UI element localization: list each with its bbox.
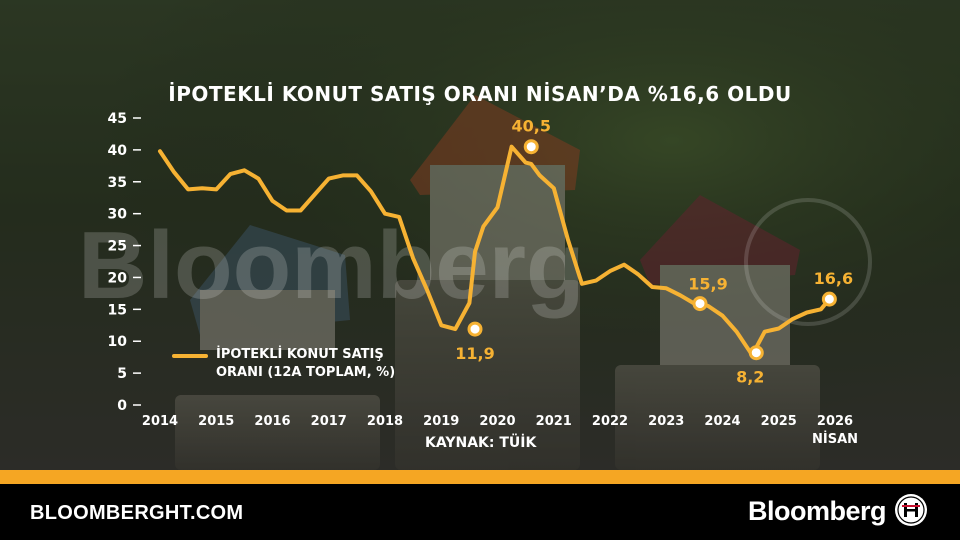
x-tick-label: 2021 — [536, 414, 572, 429]
chart-title: İPOTEKLİ KONUT SATIŞ ORANI NİSAN’DA %16,… — [168, 82, 792, 106]
footer-brand-logo: Bloomberg — [748, 496, 887, 526]
y-tick-label: 10 — [108, 334, 128, 350]
x-tick-label: 2024 — [704, 414, 740, 429]
x-tick-label: 2018 — [367, 414, 403, 429]
data-label: 11,9 — [455, 344, 494, 363]
y-tick-label: 15 — [108, 302, 127, 318]
source-note: KAYNAK: TÜİK — [425, 435, 537, 451]
y-axis: 0 5 10 15 20 25 30 35 40 45 — [108, 111, 141, 414]
data-label: 40,5 — [512, 117, 551, 136]
x-tick-label: 2014 — [142, 414, 178, 429]
data-point-marker — [692, 296, 708, 312]
x-tick-sublabel: NİSAN — [812, 431, 858, 447]
bloomberg-watermark: Bloomberg — [78, 212, 585, 319]
data-point-marker — [821, 291, 837, 307]
x-tick-label: 2016 — [254, 414, 290, 429]
x-tick-label: 2015 — [198, 414, 234, 429]
accent-band — [0, 470, 960, 484]
x-tick-label: 2022 — [592, 414, 628, 429]
x-tick-label: 2019 — [423, 414, 459, 429]
x-tick-label: 2020 — [479, 414, 515, 429]
y-tick-label: 30 — [108, 207, 128, 223]
y-tick-label: 0 — [117, 398, 127, 414]
x-tick-label: 2023 — [648, 414, 684, 429]
series-line — [158, 144, 832, 355]
data-point-marker — [467, 321, 483, 337]
x-tick-label: 2025 — [761, 414, 797, 429]
annotation-group: 11,9 40,5 15,9 8,2 16,6 — [455, 117, 853, 387]
footer-bar — [0, 484, 960, 540]
legend-label: İPOTEKLİ KONUT SATIŞ ORANI (12A TOPLAM, … — [216, 347, 396, 380]
y-tick-label: 40 — [108, 143, 128, 159]
data-label: 16,6 — [814, 269, 853, 288]
series-group — [158, 144, 832, 355]
y-tick-label: 25 — [108, 239, 127, 255]
data-point-marker — [748, 345, 764, 361]
data-point-marker — [523, 139, 539, 155]
y-tick-label: 20 — [108, 270, 128, 286]
watermark-emblem-icon — [744, 198, 872, 326]
y-tick-label: 35 — [108, 175, 127, 191]
x-axis: 2014 2015 2016 2017 2018 2019 2020 2021 2022 2023… — [142, 414, 858, 447]
y-tick-label: 5 — [117, 366, 127, 382]
x-tick-label: 2026 — [817, 414, 853, 429]
bloomberght-emblem-icon — [895, 494, 927, 526]
data-label: 8,2 — [736, 368, 764, 387]
data-label: 15,9 — [688, 275, 727, 294]
footer-site-link[interactable]: BLOOMBERGHT.COM — [30, 502, 244, 524]
x-tick-label: 2017 — [311, 414, 347, 429]
legend-line-swatch — [172, 354, 208, 358]
y-tick-label: 45 — [108, 111, 127, 127]
